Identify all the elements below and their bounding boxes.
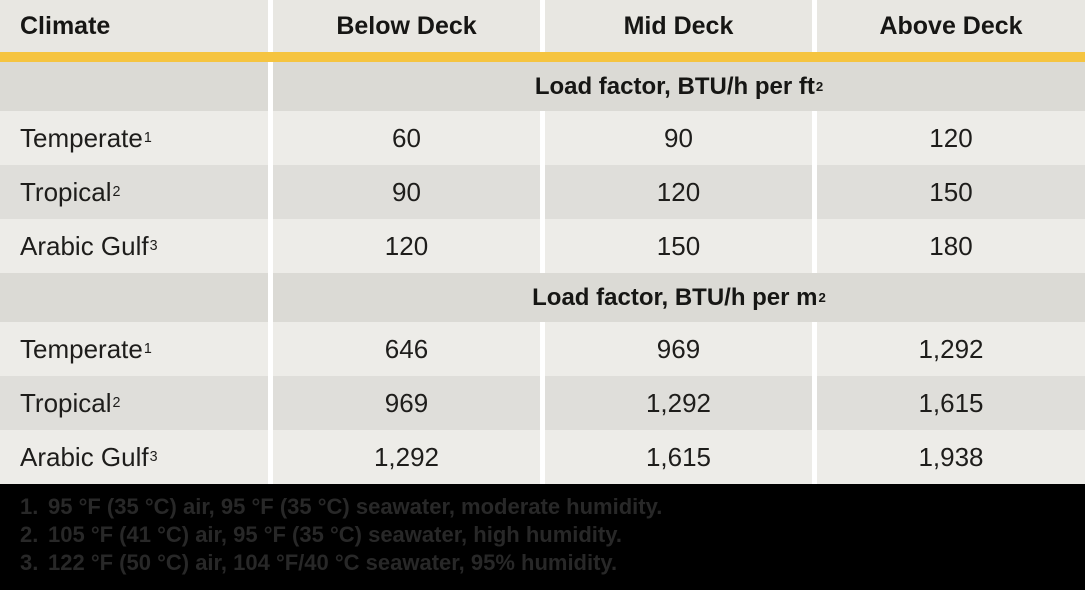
cell-value: 646 [273,322,540,376]
cell-value: 1,938 [817,430,1085,484]
climate-name: Tropical [20,176,112,207]
col-header-above-deck: Above Deck [817,0,1085,52]
climate-name: Arabic Gulf [20,230,149,261]
row-label: Tropical 2 [0,376,268,430]
cell-value: 969 [545,322,812,376]
cell-value: 1,292 [273,430,540,484]
accent-divider [0,52,1085,62]
cell-value: 60 [273,111,540,165]
cell-value: 150 [545,219,812,273]
row-label: Temperate 1 [0,322,268,376]
footnote-number: 1. [20,494,39,519]
cell-value: 1,615 [545,430,812,484]
row-label: Temperate 1 [0,111,268,165]
cell-value: 969 [273,376,540,430]
cell-value: 150 [817,165,1085,219]
footnotes: 1. 95 °F (35 °C) air, 95 °F (35 °C) seaw… [0,484,1085,590]
section-spacer-cell [0,273,268,322]
footnote: 2. 105 °F (41 °C) air, 95 °F (35 °C) sea… [20,521,1085,549]
section-header-ft2: Load factor, BTU/h per ft 2 [273,62,1085,111]
cell-value: 1,615 [817,376,1085,430]
cell-value: 90 [545,111,812,165]
cell-value: 120 [545,165,812,219]
section-title-text: Load factor, BTU/h per ft [534,72,815,100]
cell-value: 120 [817,111,1085,165]
cell-value: 120 [273,219,540,273]
cell-value: 1,292 [545,376,812,430]
footnote-text: 95 °F (35 °C) air, 95 °F (35 °C) seawate… [48,494,663,519]
row-label: Tropical 2 [0,165,268,219]
cell-value: 1,292 [817,322,1085,376]
row-label: Arabic Gulf 3 [0,219,268,273]
col-header-climate: Climate [0,0,268,52]
footnote-number: 3. [20,550,39,575]
col-header-below-deck: Below Deck [273,0,540,52]
cell-value: 180 [817,219,1085,273]
climate-name: Temperate [20,333,143,364]
footnote: 1. 95 °F (35 °C) air, 95 °F (35 °C) seaw… [20,493,1085,521]
climate-name: Arabic Gulf [20,441,149,472]
section-spacer-cell [0,62,268,111]
load-factor-table: Climate Below Deck Mid Deck Above Deck L… [0,0,1085,484]
climate-name: Tropical [20,387,112,418]
section-title-text: Load factor, BTU/h per m [532,283,818,311]
footnote-text: 122 °F (50 °C) air, 104 °F/40 °C seawate… [48,550,618,575]
cell-value: 90 [273,165,540,219]
footnote-number: 2. [20,522,39,547]
footnote: 3. 122 °F (50 °C) air, 104 °F/40 °C seaw… [20,549,1085,577]
row-label: Arabic Gulf 3 [0,430,268,484]
climate-name: Temperate [20,122,143,153]
col-header-mid-deck: Mid Deck [545,0,812,52]
footnote-text: 105 °F (41 °C) air, 95 °F (35 °C) seawat… [48,522,622,547]
